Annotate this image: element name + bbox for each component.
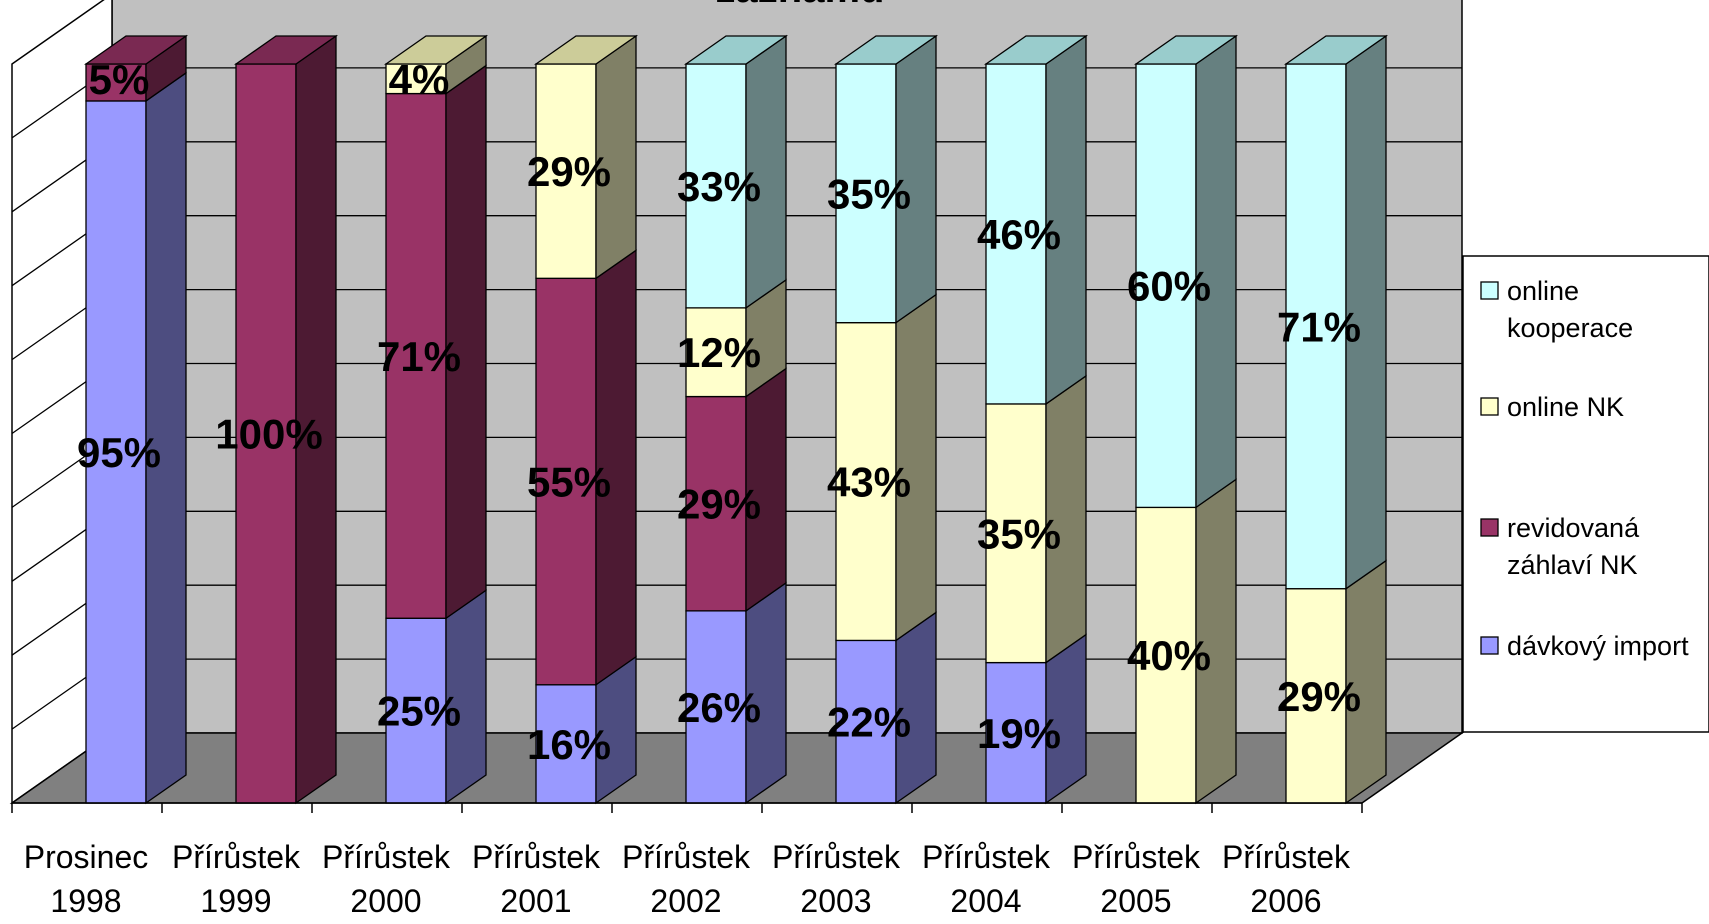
x-tick-label: 2003: [800, 883, 871, 919]
data-label: 5%: [89, 56, 150, 103]
bar-segment-top: [1133, 35, 1239, 65]
bar-segment-front: [535, 277, 597, 686]
x-tick-label: 2005: [1100, 883, 1171, 919]
bar-segment-front: [385, 63, 447, 95]
x-tick-label: Přírůstek: [472, 839, 601, 875]
x-tick-label: Přírůstek: [772, 839, 901, 875]
bar-segment-front: [835, 639, 897, 804]
data-label: 16%: [527, 721, 611, 768]
bar-segment-front: [685, 610, 747, 804]
data-label: 43%: [827, 459, 911, 506]
x-tick-label: 2006: [1250, 883, 1321, 919]
x-tick-label: Přírůstek: [922, 839, 1051, 875]
x-tick-label: 2004: [950, 883, 1021, 919]
bar-segment-front: [1135, 506, 1197, 804]
legend-label: kooperace: [1507, 313, 1633, 343]
legend-swatch: [1480, 397, 1499, 416]
x-tick-label: Přírůstek: [1222, 839, 1351, 875]
bar-segment-top: [83, 35, 189, 65]
data-label: 12%: [677, 329, 761, 376]
data-label: 29%: [677, 481, 761, 528]
bar-segment-front: [535, 63, 597, 279]
data-label: 71%: [1277, 303, 1361, 350]
x-tick-label: Přírůstek: [622, 839, 751, 875]
legend-label: online: [1507, 276, 1579, 306]
bar-segment-top: [233, 35, 339, 65]
x-tick-label: Přírůstek: [172, 839, 301, 875]
bar-segment-front: [685, 307, 747, 398]
bar-segment-top: [383, 35, 489, 65]
bar-segment-front: [85, 63, 147, 102]
bar-segment-front: [1135, 63, 1197, 509]
bar-segment-front: [85, 100, 147, 804]
x-tick-label: Přírůstek: [322, 839, 451, 875]
data-label: 29%: [527, 148, 611, 195]
data-label: 100%: [215, 411, 322, 458]
bar-segment-front: [235, 63, 297, 804]
bar-segment-front: [1285, 63, 1347, 590]
bar-segment-top: [833, 35, 939, 65]
legend-box: [1462, 255, 1709, 733]
x-tick-label: Prosinec: [24, 839, 149, 875]
legend-label: revidovaná: [1507, 513, 1640, 543]
data-label: 19%: [977, 710, 1061, 757]
x-tick-label: 1998: [50, 883, 121, 919]
legend-label: online NK: [1507, 392, 1624, 422]
data-label: 25%: [377, 688, 461, 735]
data-label: 29%: [1277, 673, 1361, 720]
data-label: 71%: [377, 333, 461, 380]
x-tick-label: 2000: [350, 883, 421, 919]
chart-title: záznamů: [716, 0, 885, 11]
data-label: 55%: [527, 459, 611, 506]
data-label: 22%: [827, 699, 911, 746]
x-tick-label: 2002: [650, 883, 721, 919]
x-tick-label: 2001: [500, 883, 571, 919]
legend-swatch: [1480, 518, 1499, 537]
bar-segment-front: [985, 63, 1047, 405]
data-label: 46%: [977, 211, 1061, 258]
x-tick-label: Přírůstek: [1072, 839, 1201, 875]
bar-segment-front: [685, 395, 747, 612]
bar-segment-top: [983, 35, 1089, 65]
bar-segment-top: [533, 35, 639, 65]
data-label: 40%: [1127, 632, 1211, 679]
data-label: 95%: [77, 429, 161, 476]
data-label: 35%: [827, 170, 911, 217]
bar-segment-front: [985, 403, 1047, 664]
legend-label: záhlaví NK: [1507, 550, 1638, 580]
data-label: 35%: [977, 510, 1061, 557]
bar-segment-front: [535, 684, 597, 804]
data-label: 60%: [1127, 263, 1211, 310]
bar-segment-front: [385, 92, 447, 619]
legend-swatch: [1480, 281, 1499, 300]
data-label: 33%: [677, 163, 761, 210]
data-label: 4%: [389, 56, 450, 103]
data-label: 26%: [677, 684, 761, 731]
legend-label: dávkový import: [1507, 631, 1689, 661]
bar-segment-top: [683, 35, 789, 65]
legend-swatch: [1480, 636, 1499, 655]
x-tick-label: 1999: [200, 883, 271, 919]
bar-segment-front: [685, 63, 747, 309]
bar-segment-top: [1283, 35, 1389, 65]
